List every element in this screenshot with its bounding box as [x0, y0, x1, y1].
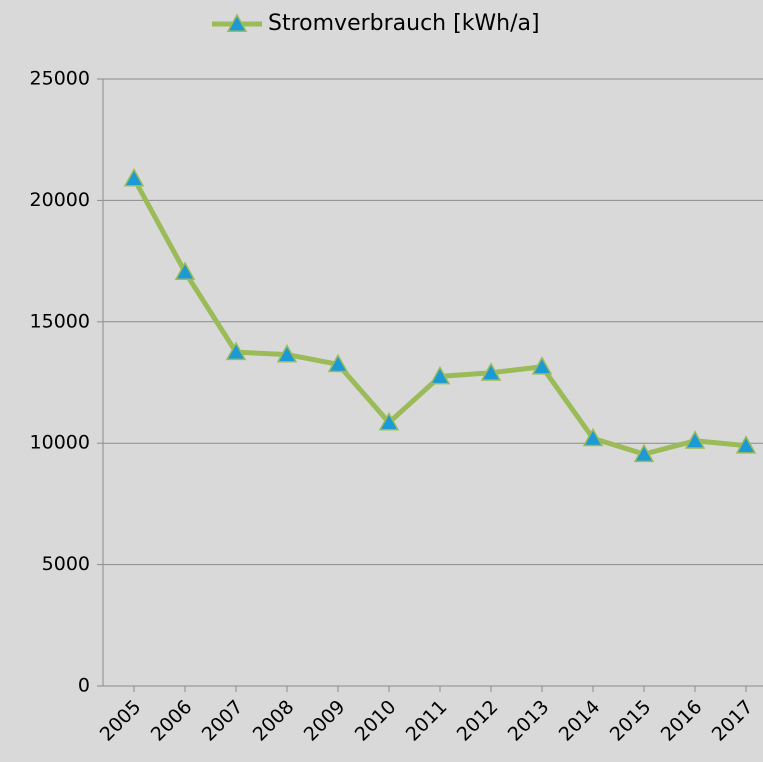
- marker: [531, 356, 553, 375]
- marker: [582, 427, 604, 447]
- marker: [276, 344, 298, 363]
- y-tick-label: 10000: [30, 432, 90, 454]
- marker: [735, 435, 757, 454]
- y-tick-label: 15000: [30, 310, 90, 332]
- legend-label: Stromverbrauch [kWh/a]: [268, 11, 540, 36]
- marker: [225, 341, 247, 361]
- legend-marker: [226, 13, 248, 32]
- marker: [123, 168, 145, 187]
- marker: [429, 365, 451, 385]
- y-tick-label: 25000: [30, 68, 90, 90]
- y-tick-label: 0: [78, 675, 90, 697]
- marker: [174, 261, 196, 280]
- marker: [378, 412, 400, 431]
- y-tick-label: 20000: [30, 189, 90, 211]
- marker: [633, 443, 655, 463]
- marker: [327, 353, 349, 373]
- y-tick-label: 5000: [42, 553, 90, 575]
- marker: [684, 430, 706, 449]
- marker: [480, 362, 502, 381]
